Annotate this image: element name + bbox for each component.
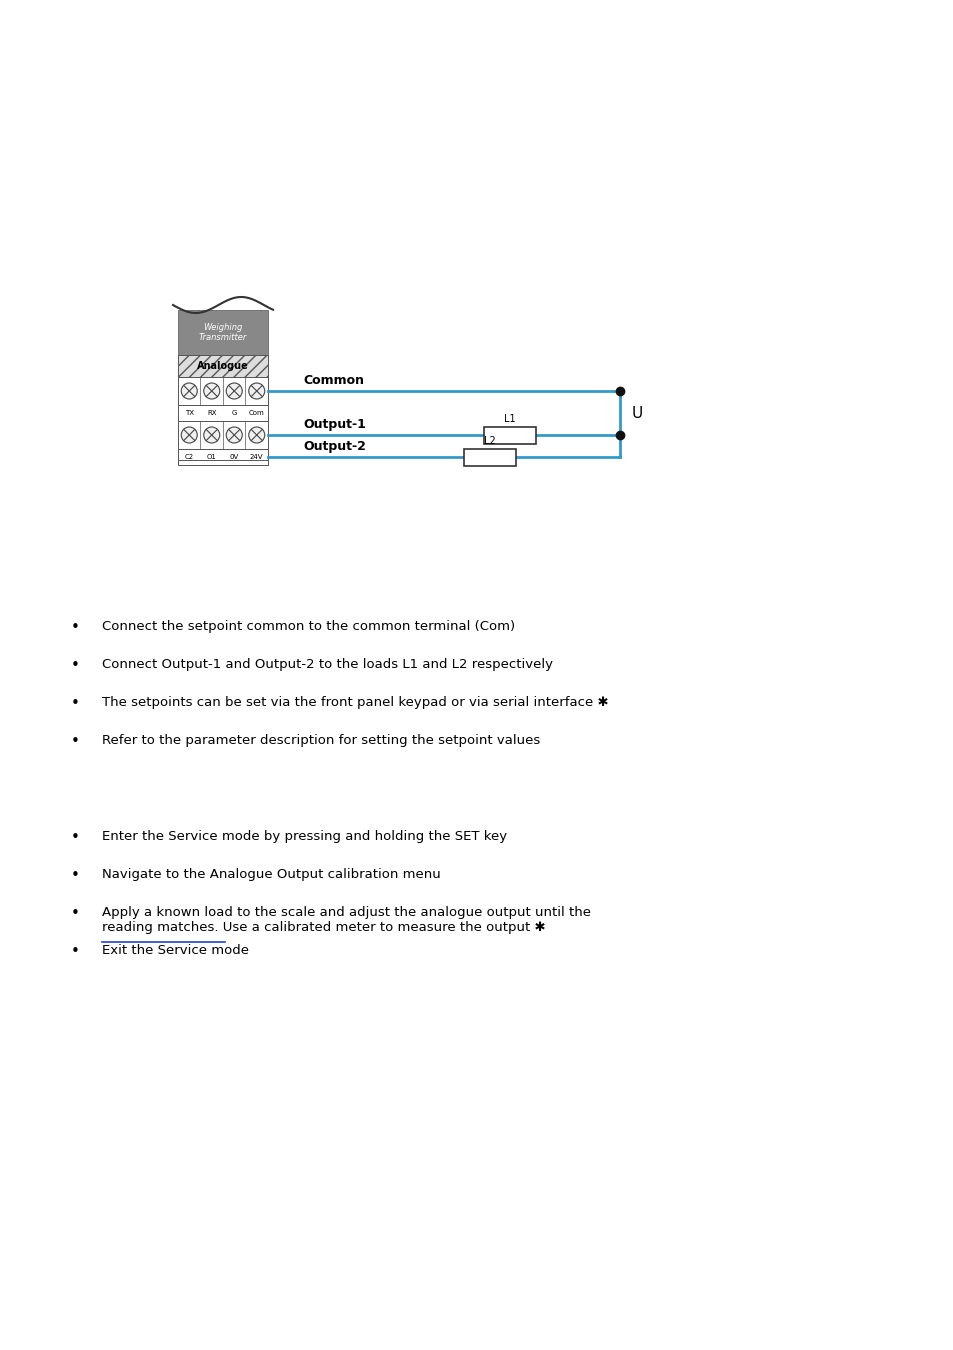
Text: •: • <box>71 697 79 711</box>
Text: Output-1: Output-1 <box>303 418 366 431</box>
Circle shape <box>226 383 242 400</box>
Text: •: • <box>71 620 79 634</box>
Text: Com: Com <box>249 410 264 416</box>
Bar <box>178 310 268 355</box>
Circle shape <box>204 383 219 400</box>
Bar <box>178 460 268 464</box>
Text: Exit the Service mode: Exit the Service mode <box>102 944 249 957</box>
Circle shape <box>249 383 265 400</box>
Text: •: • <box>71 657 79 674</box>
Bar <box>463 448 516 466</box>
Text: 0V: 0V <box>230 454 238 460</box>
Text: Enter the Service mode by pressing and holding the SET key: Enter the Service mode by pressing and h… <box>102 830 507 842</box>
Text: TX: TX <box>185 410 193 416</box>
Text: The setpoints can be set via the front panel keypad or via serial interface ✱: The setpoints can be set via the front p… <box>102 697 608 709</box>
Bar <box>178 450 268 464</box>
Text: Output-2: Output-2 <box>303 440 366 454</box>
Text: •: • <box>71 868 79 883</box>
Text: Apply a known load to the scale and adjust the analogue output until the
reading: Apply a known load to the scale and adju… <box>102 906 590 934</box>
Text: L2: L2 <box>483 436 496 447</box>
Text: •: • <box>71 734 79 749</box>
Text: Common: Common <box>303 374 364 387</box>
Text: Weighing
Transmitter: Weighing Transmitter <box>198 323 247 342</box>
Text: Refer to the parameter description for setting the setpoint values: Refer to the parameter description for s… <box>102 734 539 747</box>
Text: Connect Output-1 and Output-2 to the loads L1 and L2 respectively: Connect Output-1 and Output-2 to the loa… <box>102 657 553 671</box>
Text: Navigate to the Analogue Output calibration menu: Navigate to the Analogue Output calibrat… <box>102 868 440 882</box>
Text: 24V: 24V <box>250 454 263 460</box>
Bar <box>178 355 268 377</box>
Text: RX: RX <box>207 410 216 416</box>
Text: •: • <box>71 830 79 845</box>
Bar <box>178 421 268 450</box>
Bar <box>178 405 268 421</box>
Circle shape <box>204 427 219 443</box>
Circle shape <box>226 427 242 443</box>
Text: •: • <box>71 906 79 921</box>
Text: L1: L1 <box>503 414 516 424</box>
Text: O1: O1 <box>207 454 216 460</box>
Text: Analogue: Analogue <box>197 360 249 371</box>
Text: G: G <box>232 410 236 416</box>
Circle shape <box>249 427 265 443</box>
Text: Connect the setpoint common to the common terminal (Com): Connect the setpoint common to the commo… <box>102 620 515 633</box>
Circle shape <box>181 383 197 400</box>
Text: •: • <box>71 944 79 958</box>
Bar <box>178 377 268 405</box>
Text: U: U <box>631 405 642 420</box>
Circle shape <box>181 427 197 443</box>
Bar <box>483 427 536 444</box>
Text: C2: C2 <box>185 454 193 460</box>
